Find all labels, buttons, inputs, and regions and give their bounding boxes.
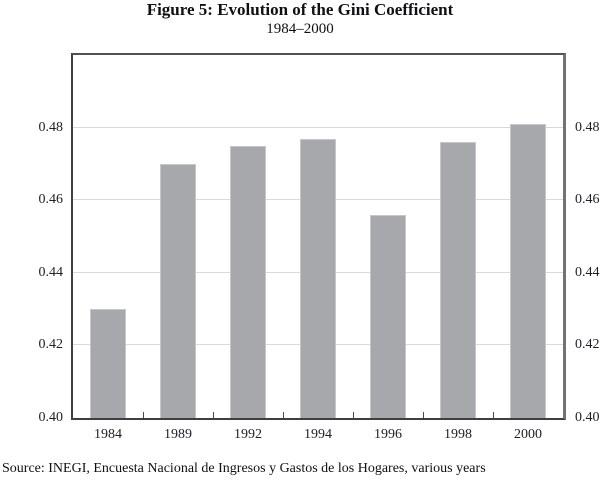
x-axis-tick (493, 412, 494, 418)
x-axis-label-1984: 1984 (94, 427, 122, 442)
x-axis-label-2000: 2000 (514, 427, 542, 442)
x-axis-tick (283, 412, 284, 418)
y-axis-label-left: 0.48 (38, 119, 64, 135)
x-axis-tick (353, 412, 354, 418)
bar-2000 (510, 123, 546, 418)
bar-1989 (160, 163, 196, 418)
x-axis-tick (423, 412, 424, 418)
x-axis-label-1989: 1989 (164, 427, 192, 442)
y-axis-label-right: 0.42 (575, 337, 600, 353)
bar-1994 (300, 138, 336, 418)
y-axis-label-left: 0.42 (38, 337, 64, 353)
chart-subtitle: 1984–2000 (266, 21, 334, 37)
x-axis-tick (213, 412, 214, 418)
y-axis-label-right: 0.44 (575, 264, 600, 280)
y-axis-label-right: 0.46 (575, 192, 600, 208)
x-axis-label-1998: 1998 (444, 427, 472, 442)
plot-area (71, 53, 566, 420)
y-axis-label-left: 0.40 (38, 410, 64, 425)
x-axis-tick (143, 412, 144, 418)
gridline-0.48 (73, 126, 563, 128)
source-note: Source: INEGI, Encuesta Nacional de Ingr… (2, 461, 486, 476)
y-axis-label-right: 0.40 (575, 410, 600, 425)
chart-title: Figure 5: Evolution of the Gini Coeffici… (146, 0, 454, 19)
bar-1998 (440, 142, 476, 418)
y-axis-label-left: 0.44 (38, 264, 64, 280)
bar-1992 (230, 145, 266, 418)
y-axis-label-left: 0.46 (38, 192, 64, 208)
bar-1984 (90, 309, 126, 418)
x-axis-label-1996: 1996 (374, 427, 402, 442)
y-axis-label-right: 0.48 (575, 119, 600, 135)
x-axis-label-1992: 1992 (234, 427, 262, 442)
bar-1996 (370, 214, 406, 418)
x-axis-label-1994: 1994 (304, 427, 332, 442)
